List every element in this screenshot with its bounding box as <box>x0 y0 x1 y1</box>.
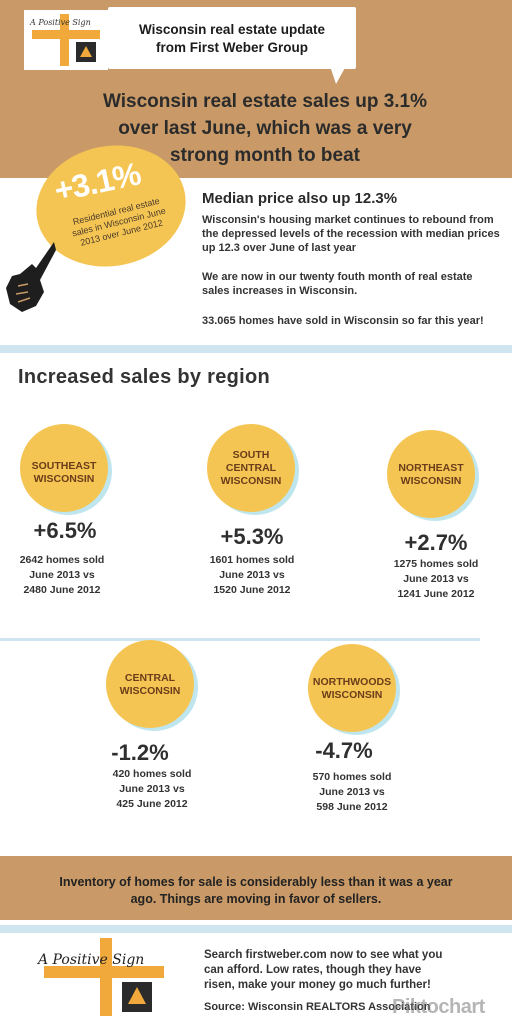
region-sold-northwoods: 570 homes sold June 2013 vs 598 June 201… <box>312 771 392 813</box>
section-divider <box>0 345 512 353</box>
intro-paragraph: Wisconsin's housing market continues to … <box>202 214 500 254</box>
region-label: NORTHEAST WISCONSIN <box>398 462 464 487</box>
section-divider <box>0 925 512 933</box>
inventory-banner <box>0 856 512 920</box>
region-change-south-central: +5.3% <box>220 524 284 549</box>
region-sold-central: 420 homes sold June 2013 vs 425 June 201… <box>112 768 192 810</box>
region-circle-central: CENTRAL WISCONSIN <box>106 640 194 728</box>
speech-bubble-tail <box>330 66 346 84</box>
logo-cross-icon <box>44 938 164 1016</box>
footer-positive-sign-logo: A Positive Sign <box>34 936 174 1018</box>
headline-line: strong month to beat <box>170 145 360 166</box>
headline: Wisconsin real estate sales up 3.1% over… <box>20 88 510 169</box>
headline-line: Wisconsin real estate sales up 3.1% <box>102 91 428 112</box>
headline-line: over last June, which was a very <box>118 118 412 139</box>
region-change-northwoods: -4.7% <box>315 738 373 763</box>
region-label: CENTRAL WISCONSIN <box>119 672 181 697</box>
region-sold-northeast: 1275 homes sold June 2013 vs 1241 June 2… <box>393 558 479 600</box>
positive-sign-logo: A Positive Sign <box>24 10 108 70</box>
footer-source: Source: Wisconsin REALTORS Association <box>204 1001 431 1013</box>
region-change-southeast: +6.5% <box>33 518 97 543</box>
region-label: SOUTHEAST WISCONSIN <box>31 460 97 485</box>
intro-paragraph: We are now in our twenty fouth month of … <box>202 271 473 297</box>
region-circle-northeast: NORTHEAST WISCONSIN <box>387 430 475 518</box>
region-circle-south-central: SOUTH CENTRAL WISCONSIN <box>207 424 295 512</box>
median-price-title: Median price also up 12.3% <box>202 190 398 207</box>
region-change-central: -1.2% <box>111 740 169 765</box>
regions-title: Increased sales by region <box>18 366 271 388</box>
pointing-hand-icon <box>6 242 56 312</box>
footer-cta: Search firstweber.com now to see what yo… <box>204 949 443 991</box>
header-title-line1: Wisconsin real estate update <box>139 22 325 37</box>
region-circle-northwoods: NORTHWOODS WISCONSIN <box>308 644 396 732</box>
region-label: SOUTH CENTRAL WISCONSIN <box>220 449 282 487</box>
intro-paragraph: 33.065 homes have sold in Wisconsin so f… <box>202 315 484 327</box>
logo-text: A Positive Sign <box>30 18 91 27</box>
region-sold-south-central: 1601 homes sold June 2013 vs 1520 June 2… <box>209 554 295 596</box>
region-circle-southeast: SOUTHEAST WISCONSIN <box>20 424 108 512</box>
footer-logo-text: A Positive Sign <box>38 952 145 968</box>
section-divider <box>0 638 480 641</box>
region-label: NORTHWOODS WISCONSIN <box>312 676 392 701</box>
logo-cross-icon <box>32 14 100 66</box>
inventory-text: Inventory of homes for sale is considera… <box>59 875 453 906</box>
region-change-northeast: +2.7% <box>404 530 468 555</box>
header-title-line2: from First Weber Group <box>155 40 308 55</box>
region-sold-southeast: 2642 homes sold June 2013 vs 2480 June 2… <box>19 554 105 596</box>
piktochart-watermark: Piktochart <box>392 996 485 1018</box>
header-speech-bubble: Wisconsin real estate update from First … <box>108 7 356 69</box>
